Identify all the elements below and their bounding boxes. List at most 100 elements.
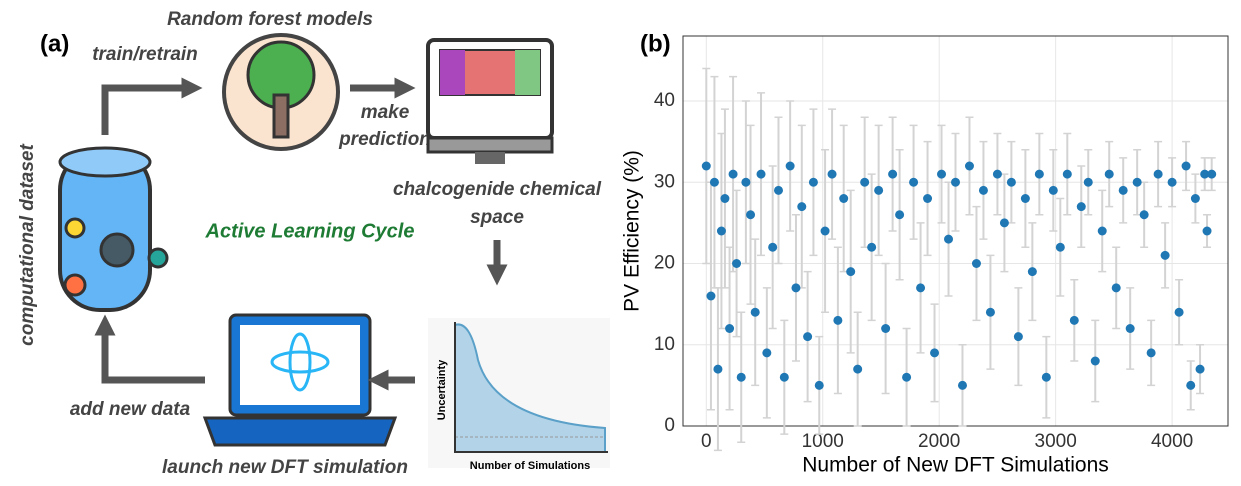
point — [1181, 161, 1191, 171]
point — [1048, 185, 1058, 195]
inset-axes — [454, 322, 608, 453]
predict-label: make — [361, 102, 410, 123]
point — [895, 210, 905, 220]
point — [923, 194, 933, 203]
point — [808, 177, 818, 187]
x-tick-label: 3000 — [1035, 431, 1077, 452]
laptop-icon — [202, 416, 398, 447]
monitor-icon — [475, 152, 505, 164]
point — [1200, 169, 1210, 179]
inset-curve — [454, 323, 606, 453]
point — [888, 169, 898, 179]
database-icon — [64, 217, 86, 239]
x-tick-label: 0 — [701, 431, 712, 452]
y-tick-label: 10 — [654, 334, 675, 355]
point — [1202, 226, 1212, 236]
point — [768, 242, 778, 252]
point — [746, 210, 756, 220]
database-icon — [63, 273, 87, 297]
point — [1167, 177, 1177, 187]
point — [803, 332, 813, 342]
point — [713, 364, 723, 374]
point — [1195, 364, 1205, 374]
point — [701, 161, 711, 171]
database-icon — [147, 247, 169, 269]
point — [944, 234, 954, 244]
point — [957, 380, 967, 390]
point — [867, 242, 877, 252]
y-tick-label: 30 — [654, 171, 675, 192]
train-label: train/retrain — [92, 44, 198, 65]
point — [741, 177, 751, 187]
point — [902, 372, 912, 382]
launch-label: launch new DFT simulation — [162, 457, 408, 478]
database-icon — [99, 232, 135, 268]
point — [860, 177, 870, 187]
point — [756, 169, 766, 179]
point — [916, 283, 926, 293]
point — [930, 348, 940, 358]
point — [833, 315, 843, 325]
point — [909, 177, 919, 187]
laptop-icon — [288, 332, 312, 392]
point — [827, 169, 837, 179]
point — [1153, 169, 1163, 179]
dataset-label: computational dataset — [17, 144, 38, 346]
panel-label: (a) — [40, 30, 69, 57]
predict-label: prediction — [338, 129, 431, 150]
point — [779, 372, 789, 382]
point — [1160, 250, 1170, 260]
point — [881, 324, 891, 333]
point — [706, 291, 716, 301]
point — [1118, 185, 1128, 195]
point — [1090, 356, 1100, 366]
point — [732, 259, 742, 268]
x-tick-label: 2000 — [918, 431, 960, 452]
x-tick-label: 4000 — [1151, 431, 1193, 452]
point — [720, 194, 730, 203]
point — [937, 169, 947, 179]
point — [797, 202, 807, 212]
point — [1104, 169, 1114, 179]
point — [1139, 210, 1149, 220]
arrow — [94, 314, 205, 384]
inset-y-label: Uncertainty — [436, 359, 448, 420]
space-label: space — [470, 207, 524, 228]
point — [1006, 177, 1016, 187]
point — [1055, 242, 1065, 252]
point — [1062, 169, 1072, 179]
point — [985, 307, 995, 317]
point — [1111, 283, 1121, 293]
point — [785, 161, 795, 171]
point — [791, 283, 801, 293]
point — [1083, 177, 1093, 187]
tree-icon — [272, 93, 290, 139]
point — [1076, 202, 1086, 212]
point — [709, 177, 719, 187]
point — [1041, 372, 1051, 382]
cycle-label: Active Learning Cycle — [205, 220, 415, 242]
point — [999, 218, 1009, 228]
point — [820, 226, 830, 236]
database-icon — [58, 146, 152, 178]
y-axis-label: PV Efficiency (%) — [621, 150, 644, 312]
y-tick-label: 40 — [654, 90, 675, 111]
point — [725, 324, 735, 333]
plot-frame — [682, 35, 1229, 427]
point — [1020, 194, 1030, 203]
point — [839, 194, 849, 203]
point — [1174, 307, 1184, 317]
point — [1186, 380, 1196, 390]
point — [1027, 267, 1037, 277]
point — [992, 169, 1002, 179]
arrow — [101, 77, 203, 135]
point — [773, 185, 783, 195]
point — [951, 177, 960, 187]
point — [762, 348, 772, 358]
chart: (b) 0 10 20 30 40 0 1000 2000 3000 4000 Number of N… — [621, 30, 1229, 477]
point — [736, 372, 746, 382]
inset-x-label: Number of Simulations — [470, 460, 590, 472]
point — [750, 307, 760, 317]
point — [814, 380, 824, 390]
